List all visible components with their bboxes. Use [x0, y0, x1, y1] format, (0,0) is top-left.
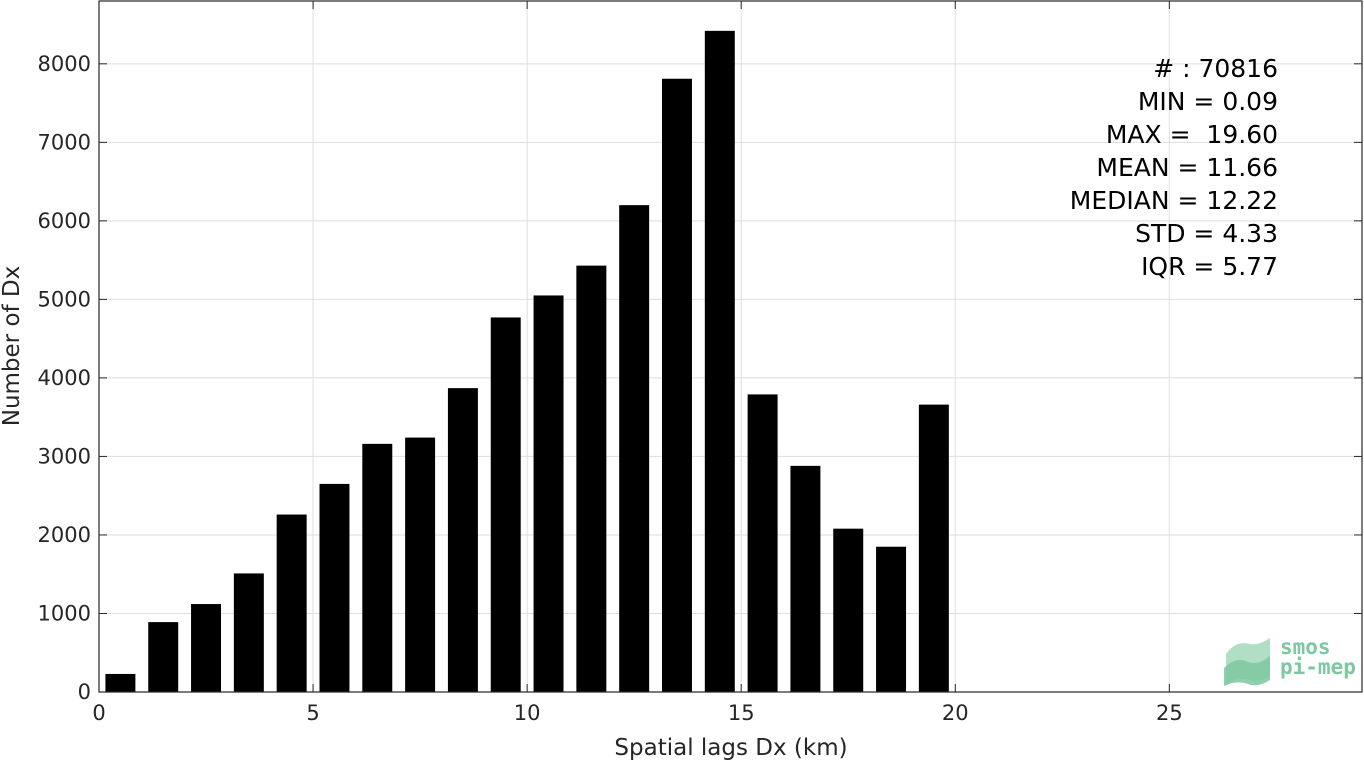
y-tick-label: 0: [78, 680, 91, 704]
smos-pi-mep-logo: smos pi-mep: [1224, 635, 1356, 686]
histogram-bar: [918, 404, 949, 692]
histogram-bar: [362, 443, 393, 692]
histogram-bar: [105, 673, 136, 692]
stat-line: # : 70816: [1153, 54, 1278, 83]
histogram-bar: [447, 388, 478, 692]
logo-wave-icon-front: [1224, 656, 1270, 686]
x-tick-label: 0: [92, 701, 105, 725]
x-tick-label: 20: [942, 701, 969, 725]
y-tick-label: 6000: [38, 209, 91, 233]
y-tick-label: 1000: [38, 601, 91, 625]
bars: [105, 30, 949, 693]
histogram-bar: [661, 78, 692, 693]
histogram-bar: [704, 30, 735, 693]
y-tick-label: 2000: [38, 523, 91, 547]
y-tick-label: 5000: [38, 287, 91, 311]
histogram-bar: [276, 514, 307, 692]
plot-frame: [98, 0, 1363, 693]
histogram-bar: [619, 205, 650, 692]
x-tick-label: 25: [1156, 701, 1183, 725]
y-tick-label: 4000: [38, 366, 91, 390]
histogram-bar: [747, 394, 778, 692]
x-tick-labels: 0 5 10 15 20 25: [92, 701, 1182, 725]
x-tick-label: 10: [514, 701, 541, 725]
stat-line: MEDIAN = 12.22: [1070, 186, 1278, 215]
logo-text-smos: smos: [1280, 635, 1331, 659]
stat-line: MEAN = 11.66: [1096, 153, 1278, 182]
histogram-bar: [576, 265, 607, 692]
histogram-bar: [405, 437, 436, 692]
y-tick-label: 7000: [38, 130, 91, 154]
stat-line: STD = 4.33: [1135, 219, 1278, 248]
y-tick-label: 8000: [38, 52, 91, 76]
histogram-bar: [148, 622, 179, 692]
x-tick-label: 15: [728, 701, 755, 725]
axis-ticks: [98, 1, 1362, 693]
histogram-bar: [833, 528, 864, 692]
histogram-bar: [533, 295, 564, 692]
histogram-bar: [790, 465, 821, 692]
histogram-bar: [233, 573, 264, 692]
histogram-bar: [319, 483, 350, 692]
histogram-bar: [490, 317, 521, 692]
y-tick-labels: 0 1000 2000 3000 4000 5000 6000 7000 8000: [38, 52, 91, 704]
stat-line: IQR = 5.77: [1141, 252, 1278, 281]
x-axis-title: Spatial lags Dx (km): [614, 735, 847, 761]
statistics-annotation: # : 70816 MIN = 0.09 MAX = 19.60 MEAN = 11.…: [1070, 54, 1278, 281]
histogram-bar: [191, 604, 222, 692]
stat-line: MIN = 0.09: [1138, 87, 1278, 116]
logo-text-pi-mep: pi-mep: [1280, 655, 1356, 679]
y-tick-label: 3000: [38, 444, 91, 468]
x-tick-label: 5: [306, 701, 319, 725]
histogram-bar: [876, 546, 907, 692]
stat-line: MAX = 19.60: [1106, 120, 1278, 149]
y-axis-title: Number of Dx: [0, 266, 25, 427]
